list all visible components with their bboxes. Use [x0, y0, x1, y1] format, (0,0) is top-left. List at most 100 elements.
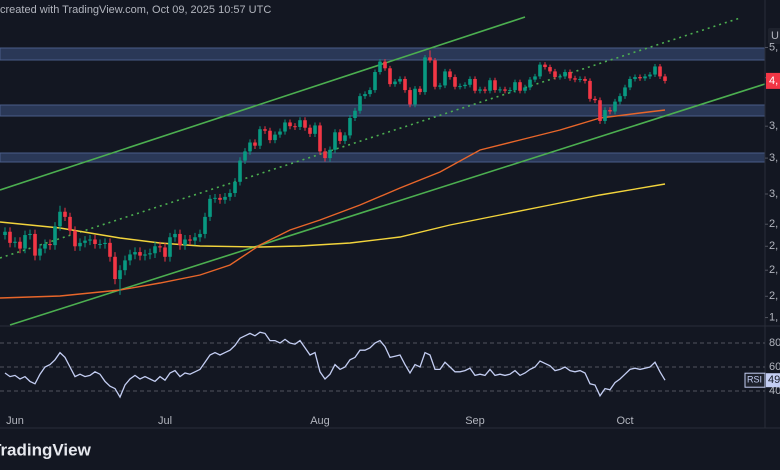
candle-body	[328, 149, 332, 159]
candle-body	[603, 110, 607, 121]
rsi-value-label: 49	[768, 374, 780, 386]
candle-body	[318, 125, 322, 152]
candle-body	[343, 135, 347, 141]
candle-body	[73, 230, 77, 247]
rsi-name: RSI	[747, 375, 762, 385]
candle-body	[393, 81, 397, 85]
last-price-label: 4,	[769, 75, 778, 87]
candle-body	[573, 78, 577, 80]
candle-body	[293, 126, 297, 128]
candle-body	[273, 134, 277, 141]
y-tick-label: 2,	[769, 290, 778, 302]
y-tick-label: 3,	[769, 188, 778, 200]
candle-body	[223, 196, 227, 200]
chart-caption: created with TradingView.com, Oct 09, 20…	[0, 4, 271, 16]
candle-body	[48, 243, 52, 246]
candle-body	[663, 76, 667, 81]
candle-body	[158, 246, 162, 248]
candle-body	[108, 242, 112, 257]
candle-body	[58, 211, 62, 227]
candle-body	[658, 66, 662, 77]
candle-body	[518, 82, 522, 91]
candle-body	[358, 96, 362, 111]
candle-body	[203, 216, 207, 234]
candle-body	[173, 233, 177, 238]
candle-body	[433, 60, 437, 87]
candle-body	[633, 77, 637, 79]
candle-body	[338, 132, 342, 141]
candle-body	[253, 142, 257, 146]
candle-body	[283, 122, 287, 132]
candle-body	[403, 78, 407, 91]
candle-body	[388, 68, 392, 85]
candle-body	[623, 87, 627, 97]
candle-body	[513, 82, 517, 91]
candle-body	[98, 243, 102, 245]
candle-body	[3, 231, 7, 236]
candle-body	[508, 90, 512, 92]
candle-body	[103, 242, 107, 244]
candle-body	[448, 71, 452, 78]
currency-button-label[interactable]: U	[771, 30, 779, 42]
candle-body	[168, 237, 172, 257]
candle-body	[143, 254, 147, 256]
candle-body	[83, 240, 87, 243]
candle-body	[88, 239, 92, 241]
candle-body	[458, 86, 462, 88]
candle-body	[248, 142, 252, 152]
candle-body	[378, 61, 382, 73]
rsi-tick-label: 40	[769, 385, 780, 397]
candle-body	[493, 80, 497, 91]
candle-body	[258, 129, 262, 146]
candle-body	[313, 125, 317, 134]
candle-body	[43, 243, 47, 249]
candle-body	[488, 80, 492, 91]
y-tick-label: 3,	[769, 152, 778, 164]
brand-logo: TradingView	[0, 440, 92, 459]
candle-body	[348, 118, 352, 136]
x-tick-label: Jun	[6, 415, 24, 427]
candle-body	[278, 131, 282, 135]
candle-body	[28, 233, 32, 236]
candle-body	[23, 235, 27, 249]
rsi-name-tag	[744, 372, 766, 388]
candle-body	[613, 101, 617, 112]
candle-body	[63, 211, 67, 217]
candle-body	[423, 57, 427, 93]
x-tick-label: Oct	[616, 415, 633, 427]
x-tick-label: Jul	[158, 415, 172, 427]
rsi-tick-label: 80	[769, 337, 780, 349]
candle-body	[593, 98, 597, 101]
candle-body	[323, 151, 327, 159]
candle-body	[153, 246, 157, 254]
candle-body	[148, 253, 152, 255]
candle-body	[413, 88, 417, 105]
y-tick-label: 2,	[769, 264, 778, 276]
candle-body	[93, 239, 97, 244]
candle-body	[138, 252, 142, 256]
currency-button[interactable]	[768, 28, 780, 44]
candle-body	[238, 160, 242, 182]
x-tick-label: Sep	[465, 415, 485, 427]
candle-body	[333, 132, 337, 150]
candle-body	[463, 84, 467, 87]
moving-average-100	[0, 109, 666, 299]
candle-body	[528, 79, 532, 88]
candle-body	[193, 237, 197, 241]
candle-body	[538, 64, 542, 77]
candle-body	[263, 129, 267, 131]
candles	[3, 50, 667, 295]
candle-body	[163, 247, 167, 257]
candle-body	[428, 57, 432, 61]
candle-body	[68, 216, 72, 231]
rsi-tick-label: 60	[769, 361, 780, 373]
candle-body	[543, 64, 547, 68]
candle-body	[628, 78, 632, 88]
candle-body	[443, 71, 447, 86]
candle-body	[583, 78, 587, 81]
support-zone	[0, 104, 766, 117]
candle-body	[498, 89, 502, 91]
candle-body	[418, 88, 422, 93]
